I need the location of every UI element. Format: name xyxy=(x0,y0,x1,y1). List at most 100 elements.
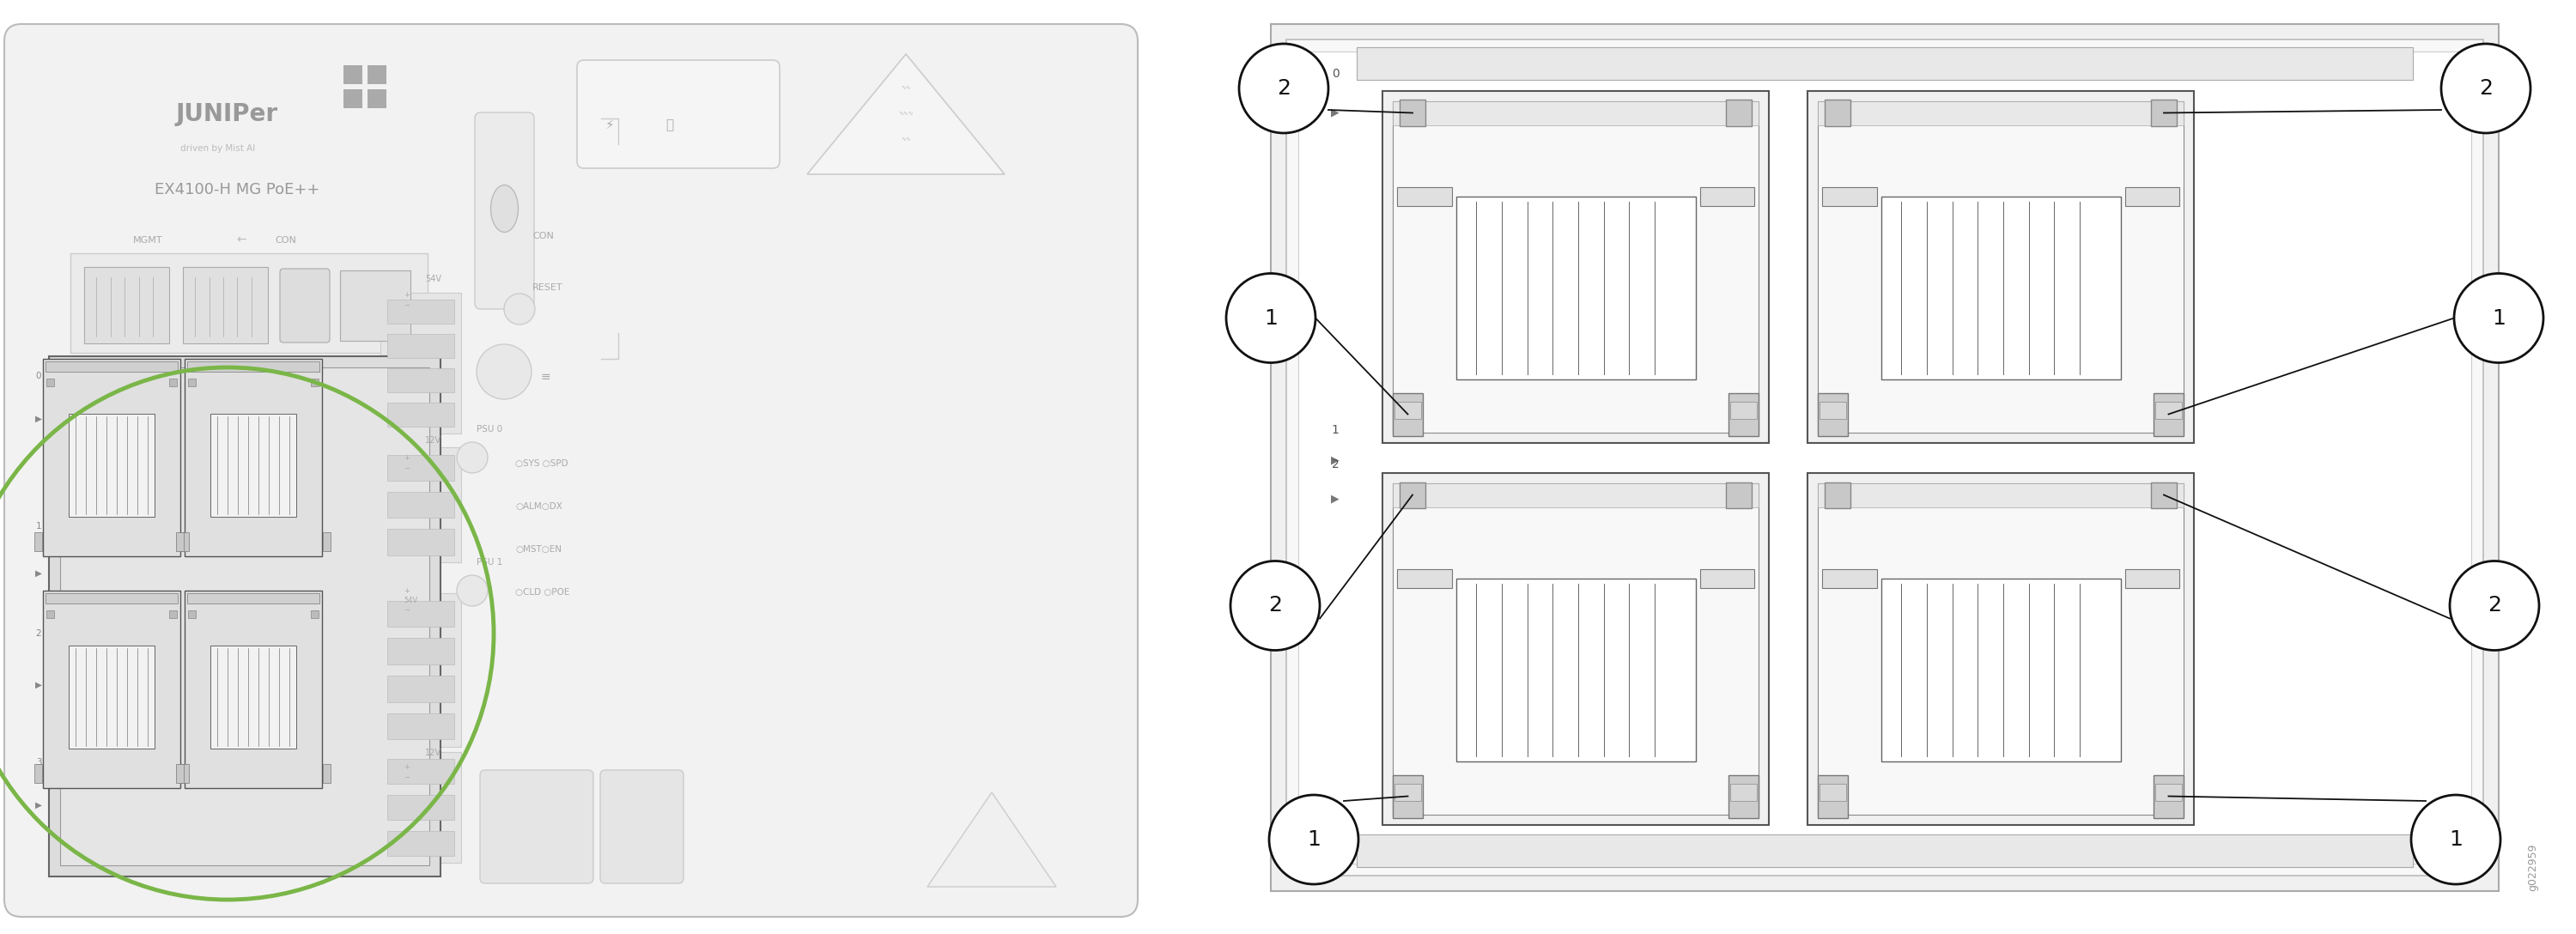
FancyBboxPatch shape xyxy=(70,253,428,353)
Bar xyxy=(2156,784,2182,800)
Bar xyxy=(1394,402,1422,418)
Bar xyxy=(1298,51,2470,864)
Text: ∿∿: ∿∿ xyxy=(902,135,912,141)
Bar xyxy=(1455,578,1695,761)
Bar xyxy=(188,378,196,387)
Bar xyxy=(1394,101,1759,125)
Bar xyxy=(70,646,155,748)
Text: ▶: ▶ xyxy=(36,415,41,423)
Bar xyxy=(386,601,453,627)
Text: 0: 0 xyxy=(1332,67,1340,79)
Bar xyxy=(386,638,453,664)
Bar xyxy=(1726,482,1752,508)
Bar xyxy=(1394,483,1759,507)
Text: ▶: ▶ xyxy=(36,681,41,689)
Text: EX4100-H MG PoE++: EX4100-H MG PoE++ xyxy=(155,182,319,197)
Bar xyxy=(1396,569,1453,587)
Bar xyxy=(1728,775,1759,817)
Bar xyxy=(322,764,330,783)
Bar xyxy=(1358,48,2414,79)
Text: CON: CON xyxy=(276,236,296,245)
Bar xyxy=(1396,187,1453,205)
Circle shape xyxy=(2442,44,2530,133)
Bar xyxy=(1824,482,1850,508)
Text: 2: 2 xyxy=(1267,595,1283,616)
Text: ▶: ▶ xyxy=(1332,454,1340,465)
Bar xyxy=(312,610,319,618)
Bar xyxy=(2156,402,2182,418)
Bar xyxy=(180,532,188,551)
Text: MGMT: MGMT xyxy=(134,236,162,245)
Bar xyxy=(33,532,41,551)
Bar xyxy=(2154,775,2184,817)
Text: 2: 2 xyxy=(2488,595,2501,616)
Bar xyxy=(322,532,330,551)
Bar xyxy=(2154,392,2184,435)
Bar xyxy=(1394,392,1422,435)
Bar xyxy=(1819,483,2184,814)
Text: ✋: ✋ xyxy=(665,119,672,132)
Text: 12V: 12V xyxy=(425,748,440,757)
Circle shape xyxy=(477,345,531,399)
Bar xyxy=(386,714,453,740)
FancyBboxPatch shape xyxy=(381,752,461,863)
Bar xyxy=(1731,784,1757,800)
FancyBboxPatch shape xyxy=(281,269,330,343)
Circle shape xyxy=(2411,795,2501,884)
Polygon shape xyxy=(927,792,1056,886)
Text: 3: 3 xyxy=(36,758,41,767)
Bar xyxy=(46,378,54,387)
Circle shape xyxy=(2450,561,2540,650)
Circle shape xyxy=(505,293,536,324)
Bar xyxy=(1726,100,1752,126)
Bar xyxy=(170,610,178,618)
Text: ←: ← xyxy=(237,234,247,246)
Bar xyxy=(386,830,453,856)
Bar xyxy=(1270,24,2499,891)
Bar xyxy=(343,90,363,108)
Bar xyxy=(1731,402,1757,418)
Bar xyxy=(175,532,183,551)
FancyBboxPatch shape xyxy=(381,447,461,562)
Bar xyxy=(33,764,41,783)
Text: +
−: + − xyxy=(404,763,410,781)
Bar xyxy=(2125,187,2179,205)
Bar xyxy=(170,378,178,387)
Bar xyxy=(1808,473,2195,825)
FancyBboxPatch shape xyxy=(5,24,1139,917)
Bar xyxy=(1824,100,1850,126)
Bar xyxy=(1358,834,2414,867)
Text: RESET: RESET xyxy=(533,283,564,292)
Bar xyxy=(386,300,453,324)
Circle shape xyxy=(1239,44,1329,133)
Bar xyxy=(1394,483,1759,814)
Text: +
−: + − xyxy=(404,454,410,473)
Bar xyxy=(1821,187,1875,205)
Text: +
−: + − xyxy=(404,291,410,309)
Text: ≡: ≡ xyxy=(541,371,551,383)
FancyBboxPatch shape xyxy=(479,770,592,884)
Text: 1: 1 xyxy=(2491,308,2506,329)
Bar xyxy=(386,759,453,785)
Circle shape xyxy=(1231,561,1319,650)
Text: PSU 1: PSU 1 xyxy=(477,558,502,567)
Text: ▶: ▶ xyxy=(1332,493,1340,504)
Text: ∿∿: ∿∿ xyxy=(902,84,912,90)
Text: +
54V
−: + 54V − xyxy=(404,587,417,614)
Bar xyxy=(211,414,296,517)
Bar xyxy=(175,764,183,783)
Text: ▶: ▶ xyxy=(36,801,41,810)
Ellipse shape xyxy=(489,185,518,233)
Bar xyxy=(2151,100,2177,126)
Text: JUNIPer: JUNIPer xyxy=(175,102,278,126)
Bar xyxy=(386,529,453,555)
Text: 1: 1 xyxy=(36,522,41,531)
Bar xyxy=(44,590,180,788)
Bar xyxy=(1880,578,2120,761)
Bar xyxy=(1819,101,2184,125)
Text: 1: 1 xyxy=(2450,829,2463,850)
Bar xyxy=(188,361,319,372)
FancyBboxPatch shape xyxy=(577,60,781,168)
Circle shape xyxy=(1270,795,1358,884)
Text: ∿∿∿: ∿∿∿ xyxy=(899,110,914,115)
